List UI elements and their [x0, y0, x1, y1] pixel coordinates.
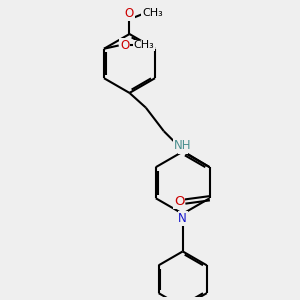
Text: O: O — [120, 39, 129, 52]
Text: NH: NH — [174, 139, 191, 152]
Text: CH₃: CH₃ — [142, 8, 163, 18]
Text: N: N — [178, 212, 187, 225]
Text: N: N — [178, 140, 187, 153]
Text: CH₃: CH₃ — [133, 40, 154, 50]
Text: O: O — [125, 7, 134, 20]
Text: O: O — [174, 195, 184, 208]
